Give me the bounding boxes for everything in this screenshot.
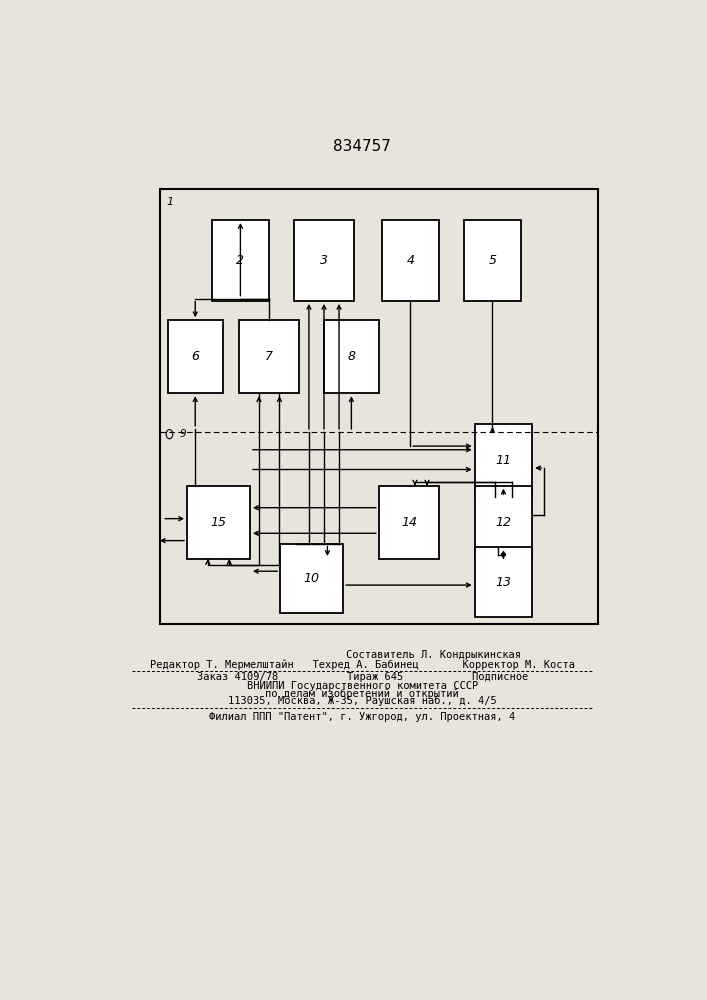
Text: Составитель Л. Кондрыкинская: Составитель Л. Кондрыкинская (346, 650, 521, 660)
Text: 14: 14 (401, 516, 417, 529)
Text: 1: 1 (166, 197, 173, 207)
Bar (294, 220, 354, 301)
Text: 7: 7 (265, 350, 273, 363)
Text: 3: 3 (320, 254, 328, 267)
Text: Заказ 4109/78           Тираж 645           Подписное: Заказ 4109/78 Тираж 645 Подписное (197, 672, 528, 682)
Text: 8: 8 (347, 350, 356, 363)
Bar (160, 189, 598, 624)
Text: 11: 11 (496, 454, 511, 467)
Bar (379, 486, 439, 559)
Bar (280, 544, 343, 613)
Bar (324, 320, 379, 393)
Text: 4: 4 (407, 254, 414, 267)
Bar (474, 486, 532, 559)
Bar (382, 220, 439, 301)
Text: 6: 6 (191, 350, 199, 363)
Text: 2: 2 (236, 254, 245, 267)
Text: 15: 15 (211, 516, 226, 529)
Text: 13: 13 (496, 576, 511, 588)
Bar (187, 486, 250, 559)
Text: 834757: 834757 (334, 139, 391, 154)
Text: 113035, Москва, Ж-35, Раушская наб., д. 4/5: 113035, Москва, Ж-35, Раушская наб., д. … (228, 696, 497, 706)
Text: Филиал ППП "Патент", г. Ужгород, ул. Проектная, 4: Филиал ППП "Патент", г. Ужгород, ул. Про… (209, 712, 515, 722)
Text: 10: 10 (303, 572, 320, 585)
Text: по делам изобретений и открытий: по делам изобретений и открытий (265, 688, 460, 699)
Text: ВНИИПИ Государственного комитета СССР: ВНИИПИ Государственного комитета СССР (247, 681, 478, 691)
Bar (474, 547, 532, 617)
Text: 9: 9 (180, 429, 186, 439)
Bar (168, 320, 223, 393)
Bar (211, 220, 269, 301)
Text: 12: 12 (496, 516, 511, 529)
Text: 5: 5 (489, 254, 496, 267)
Text: Редактор Т. Мермелштайн   Техред А. Бабинец       Корректор М. Коста: Редактор Т. Мермелштайн Техред А. Бабине… (150, 659, 575, 670)
Bar (239, 320, 299, 393)
Bar (474, 424, 532, 497)
Bar (464, 220, 521, 301)
